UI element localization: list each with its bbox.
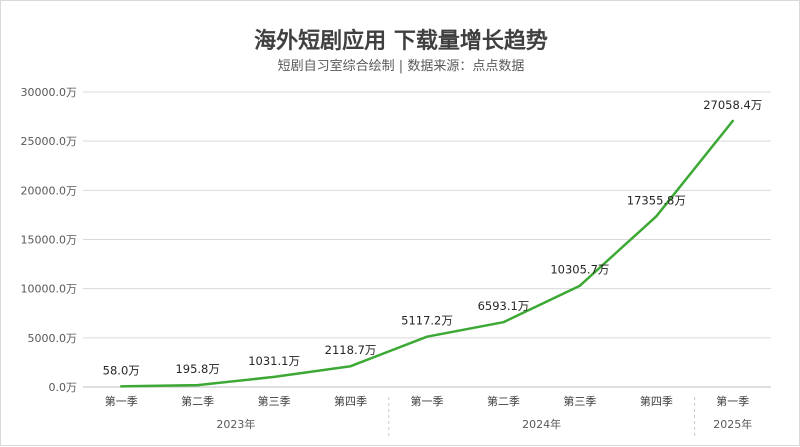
y-tick-label: 0.0万 xyxy=(49,381,78,394)
chart-title: 海外短剧应用 下载量增长趋势 xyxy=(254,29,548,54)
x-tick-label: 第一季 xyxy=(716,394,749,408)
x-group-label: 2023年 xyxy=(216,417,255,431)
x-tick-label: 第四季 xyxy=(640,394,673,408)
data-label: 58.0万 xyxy=(103,363,140,377)
data-label: 2118.7万 xyxy=(325,343,377,357)
y-tick-label: 30000.0万 xyxy=(21,86,78,99)
x-group-label: 2024年 xyxy=(522,417,561,431)
data-label: 1031.1万 xyxy=(248,354,300,368)
x-group-label: 2025年 xyxy=(713,417,752,431)
x-tick-label: 第三季 xyxy=(258,394,291,408)
y-tick-label: 20000.0万 xyxy=(21,184,78,197)
series-line xyxy=(119,119,735,388)
x-tick-label: 第二季 xyxy=(181,394,214,408)
data-label: 10305.7万 xyxy=(550,263,609,277)
x-tick-label: 第二季 xyxy=(487,394,520,408)
y-tick-label: 15000.0万 xyxy=(21,234,78,247)
data-label: 5117.2万 xyxy=(401,314,453,328)
data-label: 195.8万 xyxy=(175,362,219,376)
x-tick-label: 第四季 xyxy=(334,394,367,408)
y-tick-label: 25000.0万 xyxy=(21,135,78,148)
data-label: 17355.8万 xyxy=(627,193,686,207)
x-tick-label: 第一季 xyxy=(411,394,444,408)
y-tick-label: 5000.0万 xyxy=(28,332,78,345)
data-label: 27058.4万 xyxy=(703,98,762,112)
x-tick-label: 第三季 xyxy=(563,394,596,408)
chart-subtitle: 短剧自习室综合绘制 | 数据来源：点点数据 xyxy=(277,59,525,74)
data-label: 6593.1万 xyxy=(478,299,530,313)
y-tick-label: 10000.0万 xyxy=(21,283,78,296)
x-tick-label: 第一季 xyxy=(105,394,138,408)
